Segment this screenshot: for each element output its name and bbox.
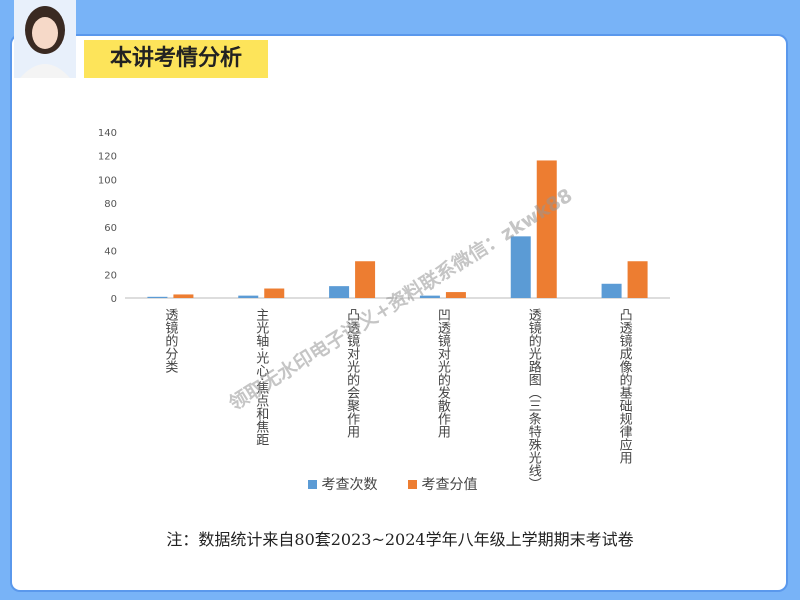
y-tick-label: 40 — [104, 247, 117, 258]
bar — [264, 288, 285, 298]
legend-item: 考查分值 — [407, 474, 478, 494]
y-tick-label: 80 — [104, 199, 117, 210]
legend-label: 考查次数 — [321, 477, 378, 493]
x-tick-label: 凹透镜对光的发散作用 — [434, 308, 450, 438]
x-tick-label: 凸透镜对光的会聚作用 — [344, 308, 360, 438]
legend-swatch — [407, 479, 417, 489]
legend-item: 考查次数 — [307, 474, 378, 494]
y-tick-label: 100 — [98, 175, 117, 186]
x-tick-label: 主光轴·光心·焦点和焦距 — [253, 308, 269, 447]
bar — [329, 286, 350, 298]
x-tick-label: 凸透镜成像的基础规律应用 — [616, 308, 632, 464]
legend-label: 考查分值 — [421, 477, 478, 493]
legend-swatch — [307, 479, 317, 489]
y-tick-label: 0 — [111, 294, 117, 305]
bar — [419, 295, 440, 298]
y-tick-label: 120 — [98, 152, 117, 163]
y-tick-label: 140 — [98, 128, 117, 139]
bar — [627, 261, 648, 298]
avatar — [14, 0, 76, 78]
note: 注：数据统计来自80套2023~2024学年八年级上学期期末考试卷 — [166, 530, 634, 549]
bar — [510, 236, 531, 298]
bar — [355, 261, 376, 298]
x-tick-label: 透镜的光路图（三条特殊光线） — [525, 308, 541, 490]
slide-card — [12, 36, 786, 590]
y-tick-label: 20 — [104, 270, 117, 281]
slide-title: 本讲考情分析 — [82, 38, 270, 80]
bar — [536, 160, 557, 298]
bar — [601, 283, 622, 298]
bar — [147, 296, 168, 298]
y-tick-label: 60 — [104, 223, 117, 234]
bar — [445, 292, 466, 298]
x-tick-label: 透镜的分类 — [162, 308, 178, 373]
bar — [173, 294, 194, 298]
bar — [238, 295, 259, 298]
